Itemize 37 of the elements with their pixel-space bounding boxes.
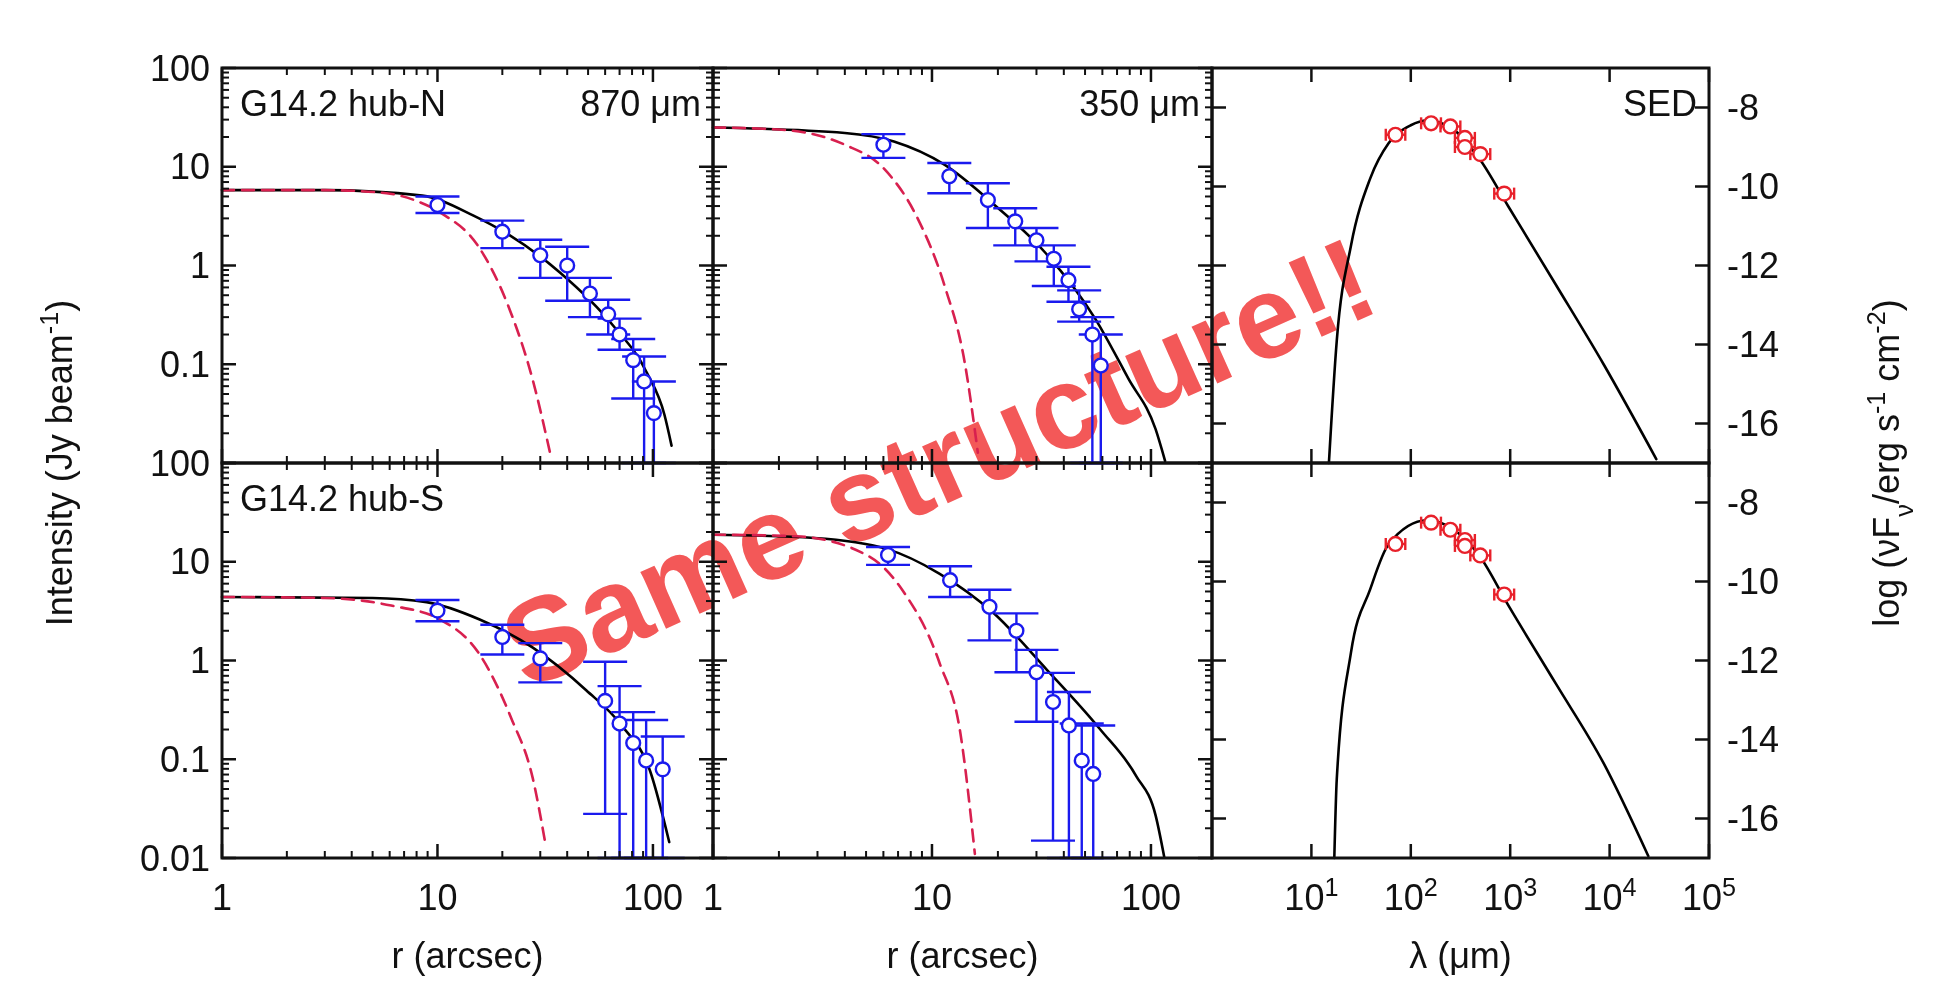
y-tick-label: 10 [169,541,210,583]
chart-title: G14.2 hub-S [240,478,445,519]
y2-tick-label: -16 [1727,798,1780,840]
y2-tick-label: -12 [1727,640,1780,682]
y-tick-label: 0.1 [159,738,210,780]
y-tick-label: 1 [189,245,210,287]
y-tick-label: 10 [169,146,210,188]
chart-subtitle: 870 μm [580,83,701,124]
y-tick-label: 0.1 [159,343,210,385]
y2-tick-label: -12 [1727,245,1780,287]
y2-tick-label: -10 [1727,166,1780,208]
y2-tick-label: -8 [1727,87,1760,129]
y2-tick-label: -14 [1727,324,1780,366]
chart-subtitle: 350 μm [1079,83,1200,124]
x-tick-label: 1 [702,877,724,918]
y2-tick-label: -14 [1727,719,1780,761]
y-tick-label: 0.01 [139,837,210,879]
y2-tick-label: -16 [1727,403,1780,445]
y-tick-label: 100 [149,442,210,484]
x-tick-label: 10$^{4}$ [1582,873,1637,918]
y2-tick-label: -8 [1727,482,1760,524]
x-tick-label: 100 [1120,877,1181,918]
x-tick-label: 10$^{5}$ [1681,873,1737,918]
x-tick-label: 10$^{1}$ [1284,873,1339,918]
x-axis-title: λ (μm) [1409,935,1512,976]
y-tick-label: 100 [149,47,210,89]
x-tick-label: 10 [911,877,952,918]
y2-tick-label: -10 [1727,561,1780,603]
x-axis-title: r (arcsec) [391,935,544,976]
x-tick-label: 10 [417,877,458,918]
y-tick-label: 1 [189,640,210,682]
x-tick-label: 10$^{3}$ [1483,873,1538,918]
x-tick-label: 100 [622,877,683,918]
x-tick-label: 10$^{2}$ [1383,873,1438,918]
chart-title: G14.2 hub-N [240,83,447,124]
chart-subtitle: SED [1622,83,1697,124]
x-axis-title: r (arcsec) [886,935,1039,976]
